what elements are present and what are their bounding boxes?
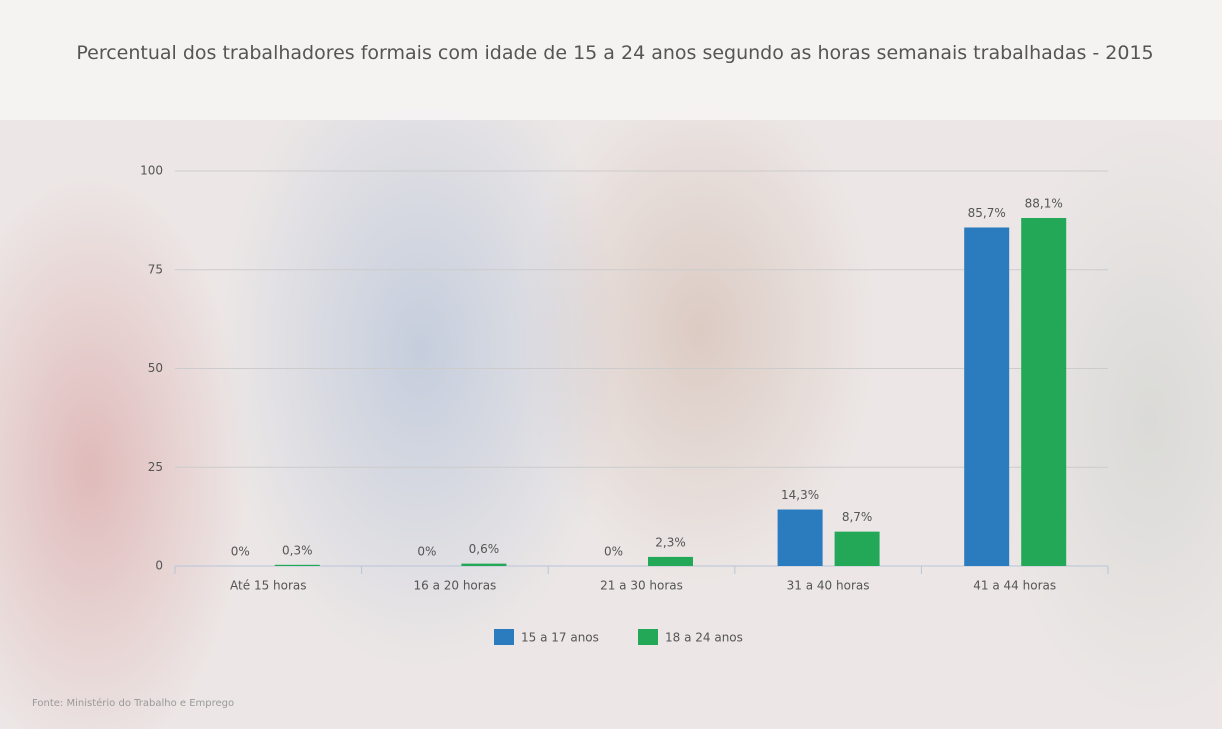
bar	[964, 227, 1009, 566]
y-tick-label: 100	[140, 164, 163, 178]
legend-swatch	[638, 629, 658, 645]
legend-label: 15 a 17 anos	[521, 631, 599, 645]
x-tick-label: 41 a 44 horas	[973, 579, 1056, 593]
legend-label: 18 a 24 anos	[665, 631, 743, 645]
value-label: 2,3%	[655, 535, 686, 549]
x-tick-label: 21 a 30 horas	[600, 579, 683, 593]
value-label: 14,3%	[781, 488, 819, 502]
value-label: 0,3%	[282, 543, 313, 557]
bar	[275, 565, 320, 566]
x-tick-label: 31 a 40 horas	[787, 579, 870, 593]
value-label: 8,7%	[842, 510, 873, 524]
value-label: 0%	[231, 545, 250, 559]
x-tick-label: Até 15 horas	[230, 579, 306, 593]
bar	[1021, 218, 1066, 566]
page: Percentual dos trabalhadores formais com…	[0, 0, 1222, 729]
x-tick-label: 16 a 20 horas	[413, 579, 496, 593]
y-tick-label: 0	[155, 559, 163, 573]
bar	[835, 532, 880, 566]
y-tick-label: 50	[148, 361, 163, 375]
legend-swatch	[494, 629, 514, 645]
chart: 0 25 50 75 100 Até 15 horas 0% 0,3% 16 a 20 hora…	[0, 0, 1222, 729]
value-label: 85,7%	[968, 206, 1006, 220]
value-label: 0%	[417, 545, 436, 559]
bar	[778, 510, 823, 566]
bar	[648, 557, 693, 566]
y-tick-label: 25	[148, 460, 163, 474]
value-label: 0%	[604, 545, 623, 559]
bar	[461, 564, 506, 566]
value-label: 88,1%	[1025, 197, 1063, 211]
y-tick-label: 75	[148, 262, 163, 276]
value-label: 0,6%	[469, 542, 500, 556]
